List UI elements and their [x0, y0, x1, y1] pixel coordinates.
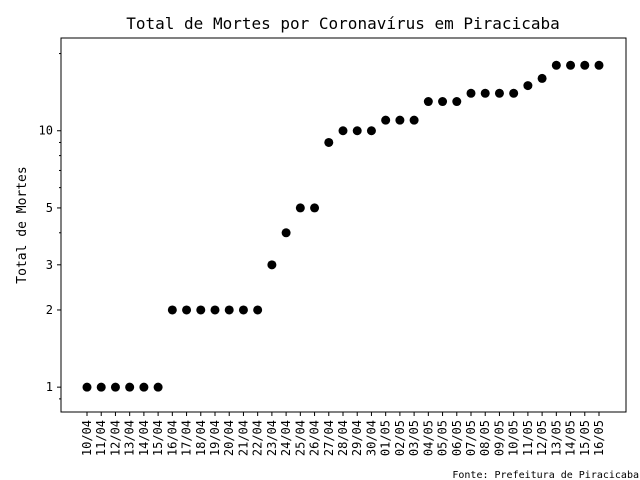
x-tick-label: 22/04 [251, 420, 265, 456]
data-point [110, 382, 120, 392]
x-tick-label: 11/05 [521, 420, 535, 456]
data-point [409, 115, 419, 125]
data-point [352, 126, 362, 136]
y-tick-label: 2 [46, 303, 53, 317]
y-tick-label: 5 [46, 201, 53, 215]
x-tick-label: 01/05 [379, 420, 393, 456]
x-tick-label: 14/05 [564, 420, 578, 456]
data-point [253, 305, 263, 315]
x-tick-label: 07/05 [464, 420, 478, 456]
data-point [210, 305, 220, 315]
x-tick-label: 24/04 [279, 420, 293, 456]
data-point [224, 305, 234, 315]
x-tick-label: 28/04 [336, 420, 350, 456]
data-point [395, 115, 405, 125]
x-tick-label: 16/05 [592, 420, 606, 456]
x-tick-label: 13/05 [549, 420, 563, 456]
data-point [381, 115, 391, 125]
x-tick-label: 03/05 [407, 420, 421, 456]
data-point [153, 382, 163, 392]
x-tick-label: 12/05 [535, 420, 549, 456]
x-tick-label: 29/04 [350, 420, 364, 456]
x-tick-label: 12/04 [108, 420, 122, 456]
y-tick-label: 10 [39, 124, 53, 138]
data-point [267, 260, 277, 270]
x-tick-label: 15/04 [151, 420, 165, 456]
x-tick-label: 08/05 [478, 420, 492, 456]
y-tick-label: 1 [46, 380, 53, 394]
y-axis: 1 2 3 5 10 [39, 53, 61, 400]
x-tick-label: 21/04 [236, 420, 250, 456]
x-tick-label: 09/05 [492, 420, 506, 456]
x-tick-label: 05/05 [436, 420, 450, 456]
x-tick-label: 19/04 [208, 420, 222, 456]
chart-title: Total de Mortes por Coronavírus em Pirac… [126, 14, 559, 33]
x-tick-label: 18/04 [194, 420, 208, 456]
data-point [281, 228, 291, 238]
data-point [196, 305, 206, 315]
data-point [125, 382, 135, 392]
data-point [537, 73, 547, 83]
x-tick-label: 17/04 [180, 420, 194, 456]
y-tick-label: 3 [46, 258, 53, 272]
data-point [438, 97, 448, 107]
x-tick-label: 04/05 [421, 420, 435, 456]
x-axis: 10/04 11/04 12/04 13/04 14/04 15/04 16/04 17/04… [80, 412, 606, 456]
plot-frame [60, 37, 627, 413]
x-tick-label: 13/04 [123, 420, 137, 456]
x-tick-label: 16/04 [165, 420, 179, 456]
x-tick-label: 06/05 [450, 420, 464, 456]
x-tick-label: 25/04 [293, 420, 307, 456]
data-point [509, 88, 519, 98]
x-tick-label: 30/04 [364, 420, 378, 456]
data-point [139, 382, 149, 392]
data-point [452, 97, 462, 107]
source-note: Fonte: Prefeitura de Piracicaba [452, 470, 639, 480]
x-tick-label: 15/05 [578, 420, 592, 456]
data-point [238, 305, 248, 315]
data-point [423, 97, 433, 107]
x-tick-label: 27/04 [322, 420, 336, 456]
x-tick-label: 10/04 [80, 420, 94, 456]
data-point [566, 60, 576, 70]
data-point [167, 305, 177, 315]
x-tick-label: 11/04 [94, 420, 108, 456]
x-tick-label: 26/04 [308, 420, 322, 456]
data-point [494, 88, 504, 98]
data-point [580, 60, 590, 70]
x-tick-label: 10/05 [507, 420, 521, 456]
data-point [466, 88, 476, 98]
data-point [366, 126, 376, 136]
x-tick-label: 23/04 [265, 420, 279, 456]
data-point [480, 88, 490, 98]
data-point [338, 126, 348, 136]
data-points [82, 60, 604, 392]
data-point [310, 203, 320, 213]
data-point [523, 81, 533, 91]
x-tick-label: 14/04 [137, 420, 151, 456]
data-point [594, 60, 604, 70]
data-point [295, 203, 305, 213]
y-axis-label: Total de Mortes [15, 166, 30, 283]
data-point [96, 382, 106, 392]
data-point [324, 137, 334, 147]
data-point [551, 60, 561, 70]
data-point [182, 305, 192, 315]
data-point [82, 382, 92, 392]
x-tick-label: 02/05 [393, 420, 407, 456]
x-tick-label: 20/04 [222, 420, 236, 456]
